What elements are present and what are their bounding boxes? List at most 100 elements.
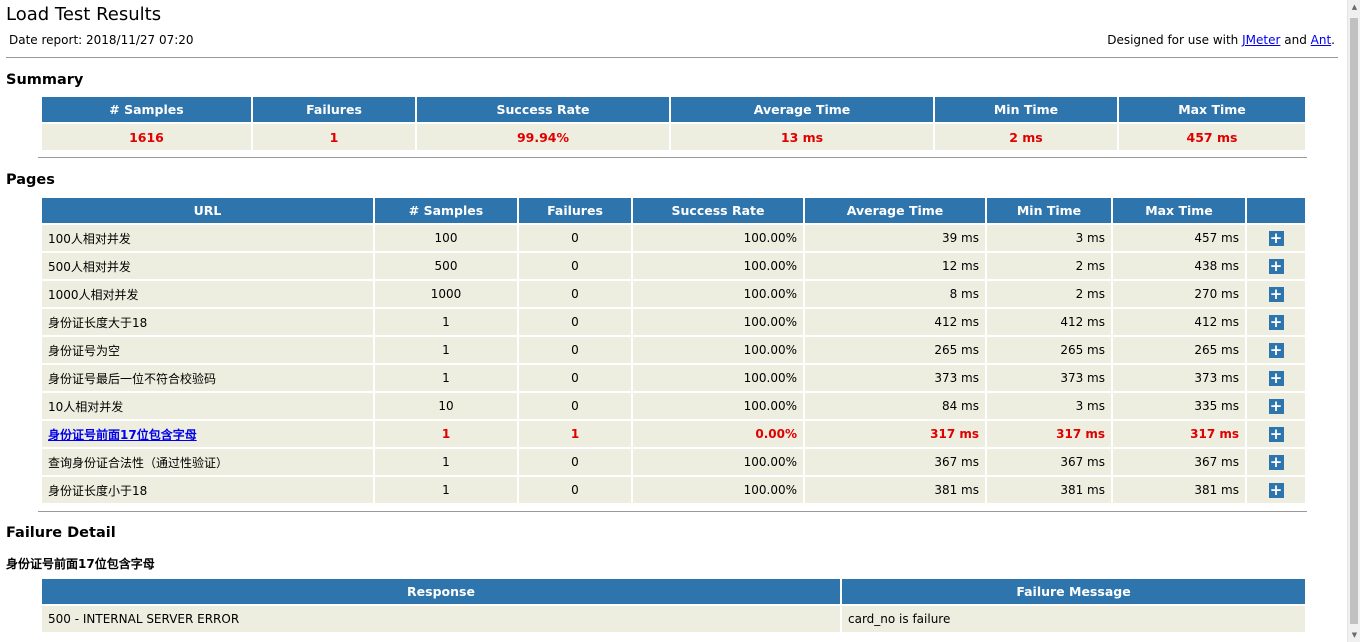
failure-table: Response Failure Message 500 - INTERNAL … — [40, 577, 1307, 634]
page-failures: 0 — [519, 477, 631, 503]
scrollbar-thumb[interactable] — [1350, 18, 1358, 624]
pages-table: URL # Samples Failures Success Rate Aver… — [40, 196, 1307, 505]
summary-table: # Samples Failures Success Rate Average … — [40, 95, 1307, 152]
summary-col-average-time: Average Time — [671, 97, 933, 122]
page-max-time: 438 ms — [1113, 253, 1245, 279]
page-row: 10人相对并发 10 0 100.00% 84 ms 3 ms 335 ms + — [42, 393, 1305, 419]
page-average-time: 265 ms — [805, 337, 985, 363]
page-max-time: 457 ms — [1113, 225, 1245, 251]
plus-icon[interactable]: + — [1268, 452, 1284, 471]
pages-col-success-rate: Success Rate — [633, 198, 803, 223]
pages-heading: Pages — [6, 172, 55, 188]
plus-icon[interactable]: + — [1268, 228, 1284, 247]
page-row: 身份证号最后一位不符合校验码 1 0 100.00% 373 ms 373 ms 373 m… — [42, 365, 1305, 391]
page-url-link[interactable]: 身份证号前面17位包含字母 — [48, 427, 197, 442]
page-samples: 1 — [375, 337, 517, 363]
page-url: 查询身份证合法性（通过性验证） — [42, 449, 373, 475]
page-min-time: 367 ms — [987, 449, 1111, 475]
page-samples: 100 — [375, 225, 517, 251]
page-average-time: 12 ms — [805, 253, 985, 279]
expand-cell: + — [1247, 253, 1305, 279]
failure-response: 500 - INTERNAL SERVER ERROR — [42, 606, 840, 632]
page-min-time: 412 ms — [987, 309, 1111, 335]
designed-for-text: Designed for use with JMeter and Ant. — [1107, 33, 1335, 47]
page-samples: 1 — [375, 421, 517, 447]
failure-header-row: Response Failure Message — [42, 579, 1305, 604]
expand-cell: + — [1247, 421, 1305, 447]
summary-min-time-value: 2 ms — [935, 124, 1117, 150]
plus-icon[interactable]: + — [1268, 256, 1284, 275]
page-min-time: 2 ms — [987, 281, 1111, 307]
page-success-rate: 100.00% — [633, 225, 803, 251]
plus-icon[interactable]: + — [1268, 340, 1284, 359]
jmeter-link[interactable]: JMeter — [1242, 33, 1281, 47]
plus-icon[interactable]: + — [1268, 368, 1284, 387]
page-min-time: 317 ms — [987, 421, 1111, 447]
pages-col-min-time: Min Time — [987, 198, 1111, 223]
pages-col-failures: Failures — [519, 198, 631, 223]
plus-icon[interactable]: + — [1268, 284, 1284, 303]
plus-icon[interactable]: + — [1268, 480, 1284, 499]
page-row: 身份证长度大于18 1 0 100.00% 412 ms 412 ms 412 ms + — [42, 309, 1305, 335]
vertical-scrollbar[interactable]: ▲ ▼ — [1347, 0, 1360, 642]
page-average-time: 381 ms — [805, 477, 985, 503]
page-samples: 1 — [375, 477, 517, 503]
page-row: 身份证号为空 1 0 100.00% 265 ms 265 ms 265 ms + — [42, 337, 1305, 363]
pages-header-row: URL # Samples Failures Success Rate Aver… — [42, 198, 1305, 223]
summary-average-time-value: 13 ms — [671, 124, 933, 150]
plus-icon[interactable]: + — [1268, 312, 1284, 331]
page-success-rate: 100.00% — [633, 309, 803, 335]
page-url: 身份证长度小于18 — [42, 477, 373, 503]
page-max-time: 373 ms — [1113, 365, 1245, 391]
page-row: 身份证号前面17位包含字母 1 1 0.00% 317 ms 317 ms 317 ms + — [42, 421, 1305, 447]
plus-icon[interactable]: + — [1268, 396, 1284, 415]
page-min-time: 381 ms — [987, 477, 1111, 503]
page-url: 1000人相对并发 — [42, 281, 373, 307]
page-max-time: 335 ms — [1113, 393, 1245, 419]
pages-divider — [38, 511, 1307, 512]
page-average-time: 39 ms — [805, 225, 985, 251]
page-url: 身份证长度大于18 — [42, 309, 373, 335]
summary-failures-value: 1 — [253, 124, 415, 150]
ant-link[interactable]: Ant — [1310, 33, 1332, 47]
page-samples: 1000 — [375, 281, 517, 307]
page-failures: 0 — [519, 309, 631, 335]
page-max-time: 265 ms — [1113, 337, 1245, 363]
plus-icon[interactable]: + — [1268, 424, 1284, 443]
page-samples: 500 — [375, 253, 517, 279]
pages-col-average-time: Average Time — [805, 198, 985, 223]
failure-detail-heading: Failure Detail — [6, 525, 116, 541]
summary-col-samples: # Samples — [42, 97, 251, 122]
page-average-time: 317 ms — [805, 421, 985, 447]
page-max-time: 381 ms — [1113, 477, 1245, 503]
expand-cell: + — [1247, 337, 1305, 363]
failure-message: card_no is failure — [842, 606, 1305, 632]
page-title: Load Test Results — [6, 4, 162, 25]
pages-body: 100人相对并发 100 0 100.00% 39 ms 3 ms 457 ms +500人相… — [42, 225, 1305, 503]
page-min-time: 2 ms — [987, 253, 1111, 279]
page-min-time: 373 ms — [987, 365, 1111, 391]
page-max-time: 270 ms — [1113, 281, 1245, 307]
page-url: 身份证号为空 — [42, 337, 373, 363]
page-average-time: 373 ms — [805, 365, 985, 391]
scroll-down-arrow-icon[interactable]: ▼ — [1351, 631, 1358, 639]
page-row: 500人相对并发 500 0 100.00% 12 ms 2 ms 438 ms + — [42, 253, 1305, 279]
page-failures: 0 — [519, 449, 631, 475]
scroll-up-arrow-icon[interactable]: ▲ — [1351, 3, 1358, 11]
page-url: 10人相对并发 — [42, 393, 373, 419]
summary-success-rate-value: 99.94% — [417, 124, 669, 150]
page-failures: 0 — [519, 393, 631, 419]
page-samples: 10 — [375, 393, 517, 419]
summary-max-time-value: 457 ms — [1119, 124, 1305, 150]
pages-col-max-time: Max Time — [1113, 198, 1245, 223]
page-url: 身份证号最后一位不符合校验码 — [42, 365, 373, 391]
designed-prefix: Designed for use with — [1107, 33, 1239, 47]
expand-cell: + — [1247, 225, 1305, 251]
and-text: and — [1284, 33, 1307, 47]
summary-col-success-rate: Success Rate — [417, 97, 669, 122]
summary-samples-value: 1616 — [42, 124, 251, 150]
page-row: 身份证长度小于18 1 0 100.00% 381 ms 381 ms 381 ms + — [42, 477, 1305, 503]
page-row: 1000人相对并发 1000 0 100.00% 8 ms 2 ms 270 ms + — [42, 281, 1305, 307]
failure-col-message: Failure Message — [842, 579, 1305, 604]
